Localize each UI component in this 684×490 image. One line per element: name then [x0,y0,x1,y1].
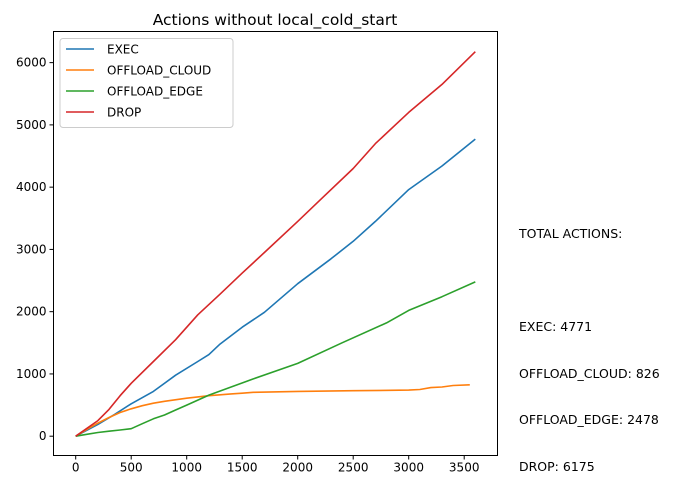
y-tick-label: 4000 [16,180,47,194]
total-offload-edge: OFFLOAD_EDGE: 2478 [519,412,659,427]
total-drop: DROP: 6175 [519,458,595,474]
x-tick-label: 1500 [227,461,258,475]
x-tick-label: 3500 [449,461,480,475]
legend-label: EXEC [107,43,139,57]
series-line-exec [75,138,476,437]
y-tick-label: 1000 [16,367,47,381]
series-line-drop [75,51,476,437]
chart-title: Actions without local_cold_start [153,11,398,30]
x-tick-label: 3000 [393,461,424,475]
x-tick-label: 2000 [282,461,313,475]
x-tick-label: 0 [72,461,80,475]
y-tick-label: 2000 [16,305,47,319]
x-tick-label: 500 [120,461,143,475]
y-tick-label: 6000 [16,56,47,70]
total-exec: EXEC: 4771 [519,319,593,334]
legend-label: DROP [107,106,141,120]
legend-box [59,38,234,128]
y-tick-label: 5000 [16,118,47,132]
y-tick-label: 0 [39,429,47,443]
legend-label: OFFLOAD_CLOUD [107,64,211,78]
x-tick-label: 1000 [171,461,202,475]
total-actions-annotation: TOTAL ACTIONS: EXEC: 4771 OFFLOAD_CLOUD:… [519,195,660,490]
legend-label: OFFLOAD_EDGE [107,85,203,99]
series-line-offload-cloud [75,384,470,437]
y-tick-label: 3000 [16,242,47,256]
total-actions-heading: TOTAL ACTIONS: [519,226,623,241]
legend: EXEC OFFLOAD_CLOUD OFFLOAD_EDGE DROP [59,38,234,128]
plot-frame [53,31,498,456]
series-line-offload-edge [75,281,476,437]
x-tick-label: 2500 [338,461,369,475]
total-offload-cloud: OFFLOAD_CLOUD: 826 [519,365,660,381]
